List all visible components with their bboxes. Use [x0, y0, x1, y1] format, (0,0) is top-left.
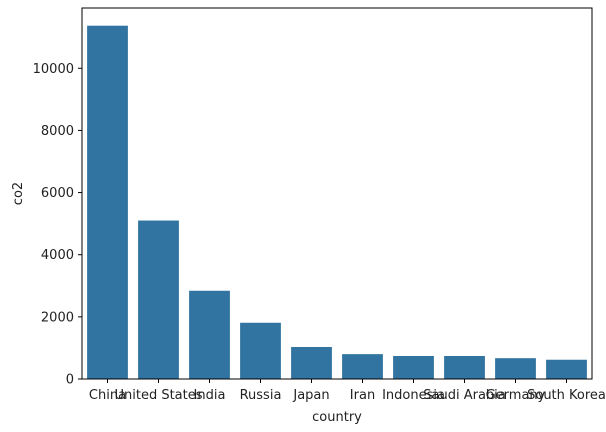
- bar-germany: [495, 358, 536, 379]
- x-tick-label: Saudi Arabia: [423, 388, 506, 403]
- x-tick-label: China: [89, 388, 126, 403]
- y-tick-label: 8000: [41, 124, 74, 139]
- y-axis-ticks: 0 2000 4000 6000 8000 10000: [33, 62, 82, 388]
- bar-united-states: [138, 220, 179, 379]
- bar-iran: [342, 354, 383, 379]
- x-tick-label: Japan: [292, 388, 329, 403]
- bar-indonesia: [393, 356, 434, 379]
- y-tick-label: 0: [66, 373, 74, 388]
- bar-saudi-arabia: [444, 356, 485, 379]
- bar-china: [87, 25, 128, 379]
- y-tick-label: 6000: [41, 186, 74, 201]
- x-tick-label: South Korea: [527, 388, 606, 403]
- plot-frame: [81, 7, 593, 380]
- y-tick-label: 2000: [41, 310, 74, 325]
- y-axis-label: co2: [11, 182, 26, 205]
- x-tick-label: Germany: [486, 388, 546, 403]
- bar-russia: [240, 322, 281, 379]
- bar-south-korea: [546, 359, 587, 379]
- bar-japan: [291, 346, 332, 379]
- x-tick-label: Iran: [350, 388, 375, 403]
- bars-group: [87, 25, 587, 379]
- x-tick-label: India: [194, 388, 226, 403]
- bar-india: [189, 290, 230, 379]
- x-tick-label: Indonesia: [382, 388, 445, 403]
- x-axis-label: country: [312, 410, 362, 425]
- y-tick-label: 10000: [33, 62, 74, 77]
- y-tick-label: 4000: [41, 248, 74, 263]
- x-tick-label: Russia: [240, 388, 282, 403]
- x-tick-label: United States: [114, 388, 202, 403]
